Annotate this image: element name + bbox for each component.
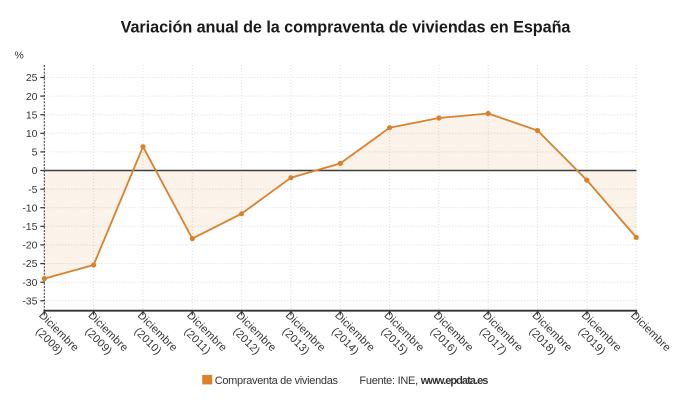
svg-text:www.epdata.es: www.epdata.es — [420, 375, 489, 387]
svg-text:Fuente: INE,: Fuente: INE, — [359, 375, 418, 387]
svg-text:Compraventa de viviendas: Compraventa de viviendas — [215, 375, 339, 387]
svg-text:10: 10 — [26, 128, 38, 140]
svg-text:5: 5 — [32, 147, 38, 159]
svg-text:-10: -10 — [22, 202, 37, 214]
svg-text:Variación anual de la comprave: Variación anual de la compraventa de viv… — [121, 18, 572, 36]
svg-text:25: 25 — [26, 72, 38, 84]
svg-text:-35: -35 — [22, 296, 37, 308]
svg-text:-30: -30 — [22, 277, 37, 289]
svg-text:-25: -25 — [22, 258, 37, 270]
svg-text:-5: -5 — [28, 184, 37, 196]
svg-text:%: % — [15, 50, 24, 62]
svg-text:-20: -20 — [22, 240, 37, 252]
svg-text:0: 0 — [32, 165, 38, 177]
svg-text:20: 20 — [26, 91, 38, 103]
svg-text:15: 15 — [26, 109, 38, 121]
svg-text:-15: -15 — [22, 221, 37, 233]
